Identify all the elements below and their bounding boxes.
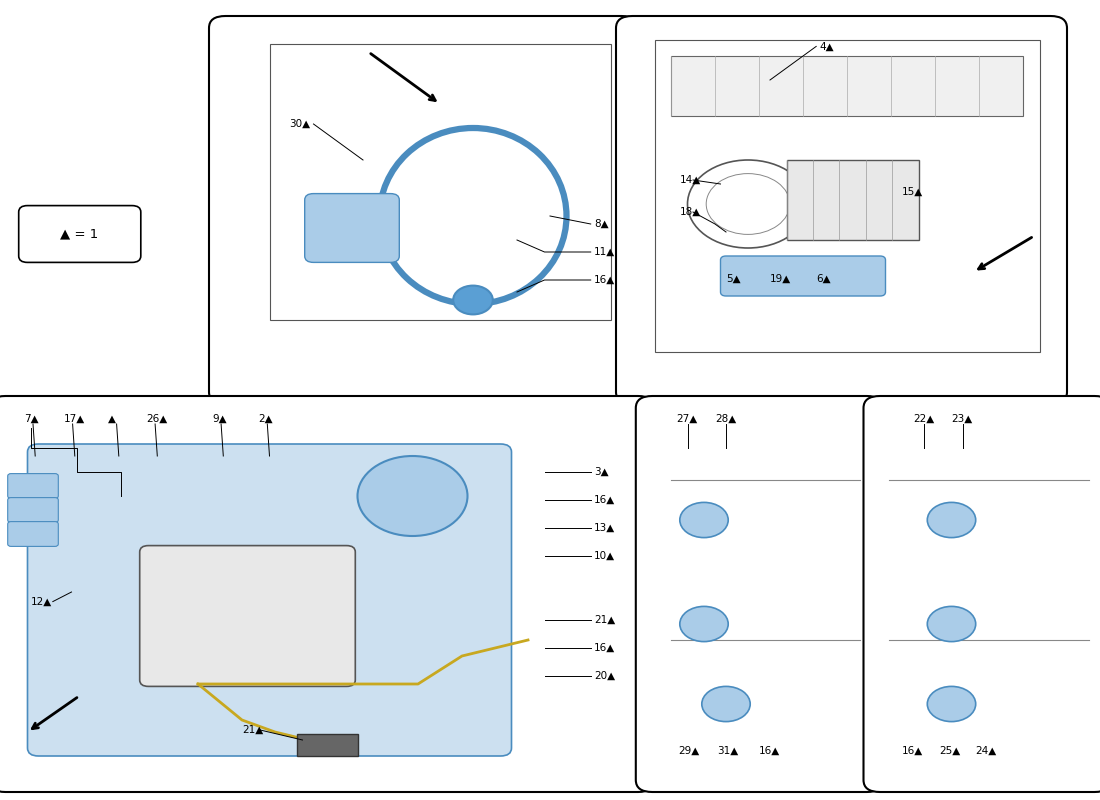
FancyBboxPatch shape xyxy=(8,474,58,498)
Circle shape xyxy=(680,606,728,642)
Text: 31▲: 31▲ xyxy=(717,746,738,755)
Text: 3▲: 3▲ xyxy=(594,467,608,477)
Text: 19▲: 19▲ xyxy=(770,274,791,283)
Text: 16▲: 16▲ xyxy=(902,746,923,755)
Text: 30▲: 30▲ xyxy=(289,119,310,129)
Text: 14▲: 14▲ xyxy=(680,175,701,185)
Text: 16▲: 16▲ xyxy=(594,495,615,505)
Text: 10▲: 10▲ xyxy=(594,551,615,561)
FancyBboxPatch shape xyxy=(297,734,358,756)
Text: 7▲: 7▲ xyxy=(24,414,38,423)
Text: 18▲: 18▲ xyxy=(680,207,701,217)
Text: after parts since 1969: after parts since 1969 xyxy=(433,452,777,668)
Circle shape xyxy=(927,686,976,722)
FancyBboxPatch shape xyxy=(209,16,638,404)
Text: 27▲: 27▲ xyxy=(676,414,697,423)
Text: ▲ = 1: ▲ = 1 xyxy=(60,228,98,241)
FancyBboxPatch shape xyxy=(19,206,141,262)
FancyBboxPatch shape xyxy=(616,16,1067,404)
Text: 9▲: 9▲ xyxy=(212,414,227,423)
FancyBboxPatch shape xyxy=(140,546,355,686)
Text: 16▲: 16▲ xyxy=(759,746,780,755)
FancyBboxPatch shape xyxy=(8,498,58,522)
Text: 21▲: 21▲ xyxy=(594,615,615,625)
Text: eurospares: eurospares xyxy=(334,256,766,544)
Text: 12▲: 12▲ xyxy=(31,597,52,606)
Circle shape xyxy=(358,456,468,536)
FancyBboxPatch shape xyxy=(786,160,918,240)
Text: 11▲: 11▲ xyxy=(594,247,615,257)
Text: 8▲: 8▲ xyxy=(594,219,608,229)
FancyBboxPatch shape xyxy=(305,194,399,262)
Circle shape xyxy=(680,502,728,538)
Text: 16▲: 16▲ xyxy=(594,643,615,653)
FancyBboxPatch shape xyxy=(28,444,512,756)
Text: 20▲: 20▲ xyxy=(594,671,615,681)
Text: 13▲: 13▲ xyxy=(594,523,615,533)
FancyBboxPatch shape xyxy=(8,522,58,546)
Text: 4▲: 4▲ xyxy=(820,42,834,51)
Circle shape xyxy=(927,502,976,538)
Circle shape xyxy=(702,686,750,722)
Text: 21▲: 21▲ xyxy=(242,725,263,734)
Text: 17▲: 17▲ xyxy=(64,414,85,423)
FancyBboxPatch shape xyxy=(720,256,886,296)
Text: 24▲: 24▲ xyxy=(976,746,997,755)
Text: ▲: ▲ xyxy=(108,414,115,423)
Text: 23▲: 23▲ xyxy=(952,414,972,423)
Text: 25▲: 25▲ xyxy=(939,746,960,755)
Text: 22▲: 22▲ xyxy=(913,414,934,423)
FancyBboxPatch shape xyxy=(636,396,883,792)
FancyBboxPatch shape xyxy=(864,396,1100,792)
Text: 16▲: 16▲ xyxy=(594,275,615,285)
FancyBboxPatch shape xyxy=(671,56,1023,116)
Circle shape xyxy=(927,606,976,642)
Circle shape xyxy=(453,286,493,314)
Text: 5▲: 5▲ xyxy=(726,274,740,283)
Text: 6▲: 6▲ xyxy=(816,274,831,283)
FancyBboxPatch shape xyxy=(0,396,654,792)
Text: 2▲: 2▲ xyxy=(258,414,273,423)
Text: 15▲: 15▲ xyxy=(902,187,923,197)
Text: 26▲: 26▲ xyxy=(146,414,167,423)
Text: 28▲: 28▲ xyxy=(715,414,736,423)
Text: 29▲: 29▲ xyxy=(679,746,700,755)
